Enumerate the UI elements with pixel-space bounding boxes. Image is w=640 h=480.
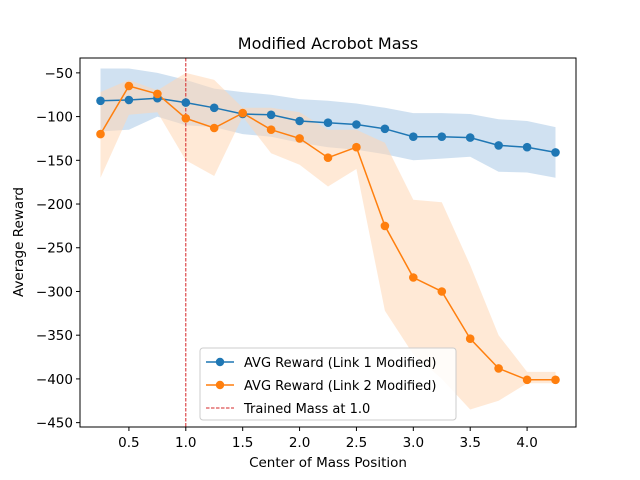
data-point-series-1	[551, 148, 560, 157]
series-points	[96, 81, 560, 385]
legend: AVG Reward (Link 1 Modified) AVG Reward …	[199, 347, 457, 421]
data-point-series-2	[238, 108, 247, 118]
x-tick-label: 0.5	[118, 435, 139, 451]
x-tick-label: 2.5	[346, 435, 367, 451]
x-axis-title: Center of Mass Position	[249, 455, 407, 471]
data-point-series-2	[352, 142, 361, 152]
data-point-series-1	[465, 133, 475, 142]
legend-marker-link2	[215, 380, 225, 390]
data-point-series-2	[209, 123, 219, 133]
data-point-series-2	[409, 273, 418, 282]
legend-label-link1: AVG Reward (Link 1 Modified)	[244, 356, 436, 371]
data-point-series-2	[465, 334, 475, 344]
y-tick-label: −350	[36, 328, 73, 344]
x-tick-label: 3.0	[403, 435, 424, 451]
y-tick-label: −100	[36, 110, 73, 126]
y-tick-label: −50	[45, 66, 74, 82]
data-point-series-1	[437, 132, 447, 141]
data-point-series-2	[494, 364, 503, 373]
y-tick-label: −400	[36, 372, 73, 388]
y-axis-ticks: −50 −100 −150 −200 −250 −300 −350 −400 −450	[36, 66, 80, 432]
data-point-series-2	[323, 153, 333, 162]
x-tick-label: 1.5	[232, 435, 253, 451]
legend-box	[199, 347, 457, 421]
data-point-series-2	[96, 129, 105, 139]
plot-frame	[79, 57, 577, 428]
data-point-series-2	[181, 114, 191, 123]
legend-label-trained-mass: Trained Mass at 1.0	[243, 402, 370, 417]
data-point-series-2	[124, 81, 134, 91]
data-point-series-1	[124, 95, 134, 105]
data-point-series-1	[494, 141, 503, 150]
data-point-series-1	[209, 103, 219, 113]
data-point-series-2	[522, 375, 532, 385]
data-point-series-1	[266, 110, 276, 120]
y-tick-label: −200	[36, 197, 73, 213]
x-tick-label: 3.5	[459, 435, 480, 451]
y-tick-label: −150	[36, 153, 73, 169]
y-tick-label: −250	[36, 241, 73, 257]
x-tick-label: 4.0	[516, 435, 537, 451]
data-point-series-1	[323, 118, 333, 127]
y-axis-title: Average Reward	[11, 187, 27, 297]
data-point-series-1	[96, 96, 105, 106]
legend-marker-link1	[215, 357, 225, 367]
data-point-series-2	[380, 221, 390, 231]
x-tick-label: 2.0	[289, 435, 310, 451]
data-point-series-2	[295, 134, 304, 143]
data-point-series-1	[352, 120, 361, 129]
y-tick-label: −300	[36, 284, 73, 300]
data-point-series-2	[266, 125, 276, 134]
data-point-series-2	[153, 89, 162, 99]
data-point-series-1	[409, 132, 418, 141]
data-point-series-2	[437, 287, 447, 296]
x-axis-ticks: 0.5 1.0 1.5 2.0 2.5 3.0 3.5 4.0	[118, 427, 538, 451]
x-tick-label: 1.0	[175, 435, 196, 451]
data-point-series-1	[522, 142, 532, 152]
confidence-band-series-2	[100, 72, 556, 410]
y-tick-label: −450	[36, 416, 73, 432]
data-point-series-2	[551, 375, 560, 385]
data-point-series-1	[380, 124, 390, 134]
chart-title: Modified Acrobot Mass	[238, 34, 418, 53]
legend-label-link2: AVG Reward (Link 2 Modified)	[244, 379, 436, 394]
data-point-series-1	[295, 116, 304, 126]
data-point-series-1	[181, 98, 191, 107]
